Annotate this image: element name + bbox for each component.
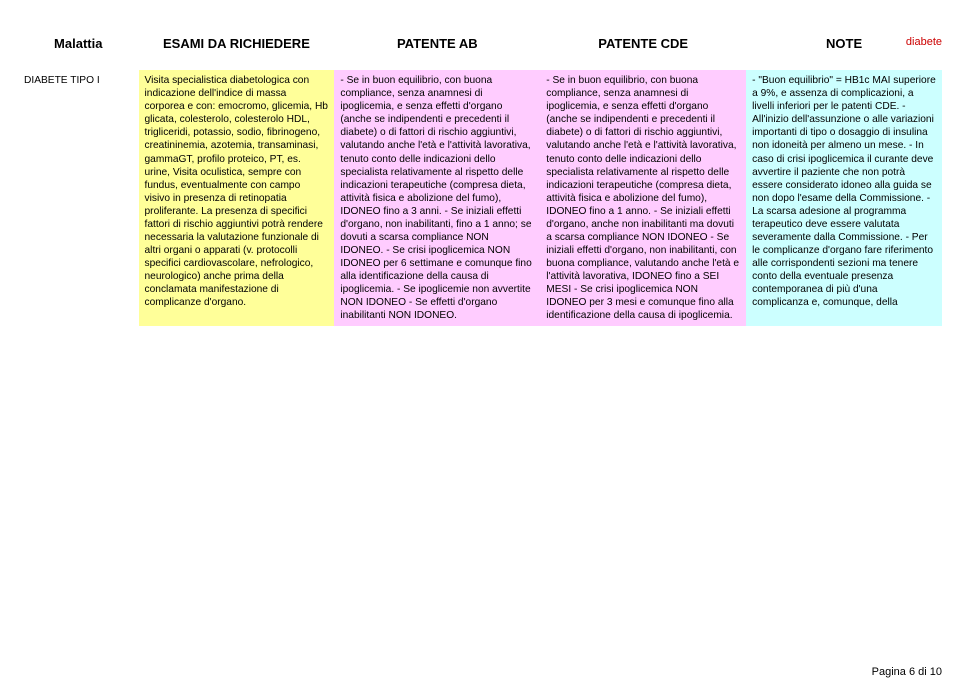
header-malattia: Malattia: [18, 30, 139, 70]
header-esami: ESAMI DA RICHIEDERE: [139, 30, 335, 70]
header-patente-ab: PATENTE AB: [334, 30, 540, 70]
cell-patente-cde: - Se in buon equilibrio, con buona compl…: [540, 70, 746, 326]
header-patente-cde: PATENTE CDE: [540, 30, 746, 70]
cell-patente-ab: - Se in buon equilibrio, con buona compl…: [334, 70, 540, 326]
cell-note: - "Buon equilibrio" = HB1c MAI superiore…: [746, 70, 942, 326]
cell-esami: Visita specialistica diabetologica con i…: [139, 70, 335, 326]
page-number: Pagina 6 di 10: [872, 666, 942, 680]
table-row: DIABETE TIPO I Visita specialistica diab…: [18, 70, 942, 326]
doc-category: diabete: [906, 36, 942, 50]
main-table: Malattia ESAMI DA RICHIEDERE PATENTE AB …: [18, 30, 942, 326]
cell-malattia: DIABETE TIPO I: [18, 70, 139, 326]
